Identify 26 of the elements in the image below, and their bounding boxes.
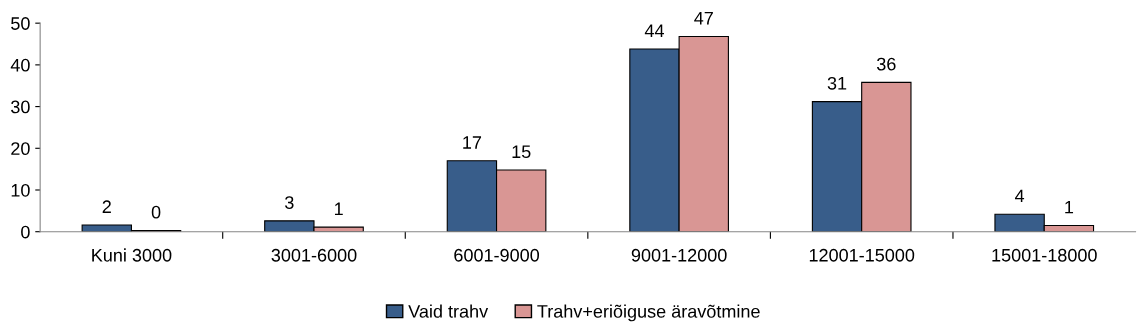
legend-label: Vaid trahv xyxy=(408,304,489,318)
data-label: 2 xyxy=(102,200,111,213)
x-tick-label: 15001-18000 xyxy=(992,248,1097,262)
x-tick-label: 6001-9000 xyxy=(454,248,540,262)
data-label: 3 xyxy=(285,196,294,209)
data-label: 0 xyxy=(151,205,161,219)
data-label: 44 xyxy=(644,24,664,37)
y-tick-label: 40 xyxy=(10,58,30,72)
x-tick-label: 9001-12000 xyxy=(631,248,727,262)
data-label: 1 xyxy=(1065,200,1074,214)
y-tick-label: 50 xyxy=(11,17,30,30)
x-tick-label: Kuni 3000 xyxy=(92,248,172,262)
data-label: 36 xyxy=(876,57,896,71)
x-tick-label: 12001-15000 xyxy=(809,248,915,262)
data-label: 1 xyxy=(334,202,343,216)
data-label: 31 xyxy=(827,76,847,90)
data-label: 17 xyxy=(463,136,482,149)
data-label: 47 xyxy=(694,12,713,25)
x-tick-label: 3001-6000 xyxy=(271,248,357,262)
data-label: 15 xyxy=(512,145,531,159)
data-label: 4 xyxy=(1015,189,1025,203)
legend-label: Trahv+eriõiguse äravõtmine xyxy=(537,304,760,322)
y-tick-label: 10 xyxy=(11,183,30,197)
y-tick-label: 0 xyxy=(21,225,30,239)
y-tick-label: 30 xyxy=(11,100,30,114)
y-tick-label: 20 xyxy=(11,142,30,156)
